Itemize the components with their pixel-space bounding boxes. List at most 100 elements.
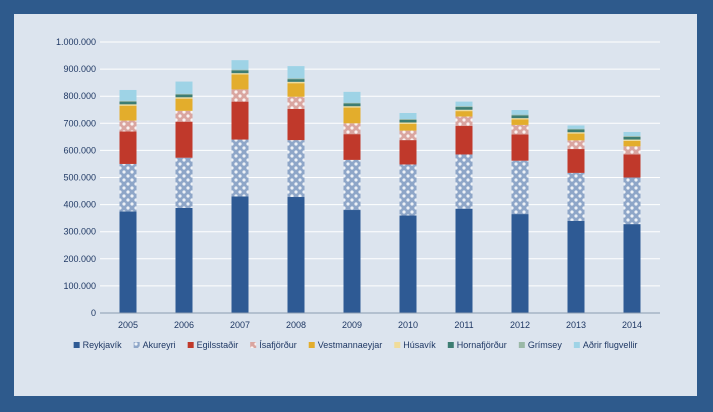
y-tick-label: 700.000 [63, 118, 96, 128]
bar-husavik-2007 [231, 73, 249, 75]
bar-adrir-flugvellir-2013 [567, 125, 585, 129]
bar-adrir-flugvellir-2011 [455, 101, 473, 107]
bar-husavik-2012 [511, 118, 529, 120]
bar-egilsstadir-2011 [455, 126, 473, 155]
bar-reykjavik-2012 [511, 214, 529, 313]
legend-item-adrir-flugvellir: Aðrir flugvellir [573, 340, 637, 350]
legend-label: Grímsey [528, 340, 563, 350]
bar-akureyri-2009 [343, 159, 361, 211]
bar-adrir-flugvellir-2006 [175, 81, 193, 94]
bar-grimsey-2013 [567, 128, 585, 130]
bar-grimsey-2007 [231, 69, 249, 71]
legend-item-isafjordur: Ísafjörður [250, 340, 297, 350]
bar-adrir-flugvellir-2010 [399, 113, 417, 119]
legend-swatch [394, 342, 401, 348]
x-tick-label: 2010 [398, 320, 418, 330]
bar-hornafjordur-2009 [343, 103, 361, 107]
bar-grimsey-2009 [343, 102, 361, 104]
y-tick-label: 800.000 [63, 91, 96, 101]
legend: Reykjavík Akureyri Egilsstaðir Ísafjörður Ve… [73, 340, 637, 350]
bar-hornafjordur-2014 [623, 136, 641, 140]
bar-reykjavik-2013 [567, 220, 585, 313]
y-tick-label: 500.000 [63, 173, 96, 183]
x-tick-label: 2009 [342, 320, 362, 330]
bar-vestmannaeyjar-2010 [399, 123, 417, 131]
bar-husavik-2005 [119, 104, 137, 106]
legend-item-egilsstadir: Egilsstaðir [187, 340, 238, 350]
legend-swatch [308, 342, 315, 348]
y-tick-label: 200.000 [63, 254, 96, 264]
bar-hornafjordur-2008 [287, 79, 305, 82]
bar-grimsey-2014 [623, 136, 641, 137]
x-tick-label: 2012 [510, 320, 530, 330]
bar-akureyri-2006 [175, 157, 193, 208]
bar-akureyri-2005 [119, 163, 137, 212]
bars [119, 60, 641, 313]
legend-swatch [73, 342, 80, 348]
gridlines [100, 41, 660, 314]
bar-hornafjordur-2012 [511, 115, 529, 119]
bar-isafjordur-2005 [119, 120, 137, 132]
bar-husavik-2008 [287, 81, 305, 84]
bar-egilsstadir-2008 [287, 108, 305, 141]
bar-hornafjordur-2011 [455, 107, 473, 110]
bar-grimsey-2005 [119, 100, 137, 102]
bar-husavik-2014 [623, 139, 641, 141]
bar-reykjavik-2010 [399, 215, 417, 313]
bar-vestmannaeyjar-2009 [343, 107, 361, 124]
bar-hornafjordur-2005 [119, 101, 137, 105]
bar-egilsstadir-2014 [623, 154, 641, 178]
y-tick-label: 400.000 [63, 200, 96, 210]
axes: 0 100.000 200.000 300.000 400.000 500.000 600.… [56, 37, 660, 330]
y-tick-label: 1.000.000 [56, 37, 96, 47]
bar-grimsey-2006 [175, 93, 193, 95]
legend-swatch [518, 342, 525, 348]
stacked-bar-chart: 0 100.000 200.000 300.000 400.000 500.000 600.… [56, 37, 660, 350]
legend-swatch [573, 342, 580, 348]
bar-grimsey-2011 [455, 106, 473, 108]
bar-vestmannaeyjar-2012 [511, 119, 529, 125]
legend-label: Akureyri [143, 340, 176, 350]
x-tick-label: 2014 [622, 320, 642, 330]
legend-item-grimsey: Grímsey [518, 340, 563, 350]
x-tick-label: 2013 [566, 320, 586, 330]
bar-vestmannaeyjar-2014 [623, 140, 641, 147]
bar-adrir-flugvellir-2014 [623, 131, 641, 137]
legend-item-husavik: Húsavík [394, 340, 436, 350]
bar-husavik-2006 [175, 97, 193, 99]
bar-adrir-flugvellir-2009 [343, 91, 361, 103]
bar-hornafjordur-2013 [567, 129, 585, 133]
bar-grimsey-2012 [511, 114, 529, 116]
bar-reykjavik-2007 [231, 196, 249, 313]
bar-vestmannaeyjar-2005 [119, 105, 137, 121]
bar-hornafjordur-2006 [175, 94, 193, 98]
y-tick-label: 900.000 [63, 64, 96, 74]
x-tick-label: 2007 [230, 320, 250, 330]
x-tick-label: 2005 [118, 320, 138, 330]
bar-adrir-flugvellir-2008 [287, 66, 305, 79]
bar-egilsstadir-2012 [511, 134, 529, 161]
legend-item-akureyri: Akureyri [133, 340, 176, 350]
bar-husavik-2013 [567, 132, 585, 134]
bar-akureyri-2013 [567, 172, 585, 221]
legend-item-reykjavik: Reykjavík [73, 340, 122, 350]
bar-reykjavik-2011 [455, 208, 473, 313]
bar-vestmannaeyjar-2011 [455, 111, 473, 117]
x-tick-label: 2006 [174, 320, 194, 330]
bar-reykjavik-2006 [175, 207, 193, 313]
bar-reykjavik-2014 [623, 224, 641, 313]
legend-swatch [133, 342, 140, 348]
bar-isafjordur-2009 [343, 123, 361, 135]
x-tick-label: 2008 [286, 320, 306, 330]
y-tick-label: 0 [91, 308, 96, 318]
legend-item-vestmannaeyjar: Vestmannaeyjar [308, 340, 382, 350]
bar-vestmannaeyjar-2006 [175, 98, 193, 111]
bar-isafjordur-2008 [287, 96, 305, 109]
bar-isafjordur-2013 [567, 140, 585, 150]
bar-hornafjordur-2007 [231, 70, 249, 74]
bar-egilsstadir-2006 [175, 121, 193, 158]
bar-grimsey-2008 [287, 78, 305, 80]
bar-egilsstadir-2013 [567, 149, 585, 173]
bar-egilsstadir-2010 [399, 140, 417, 165]
bar-isafjordur-2010 [399, 130, 417, 141]
